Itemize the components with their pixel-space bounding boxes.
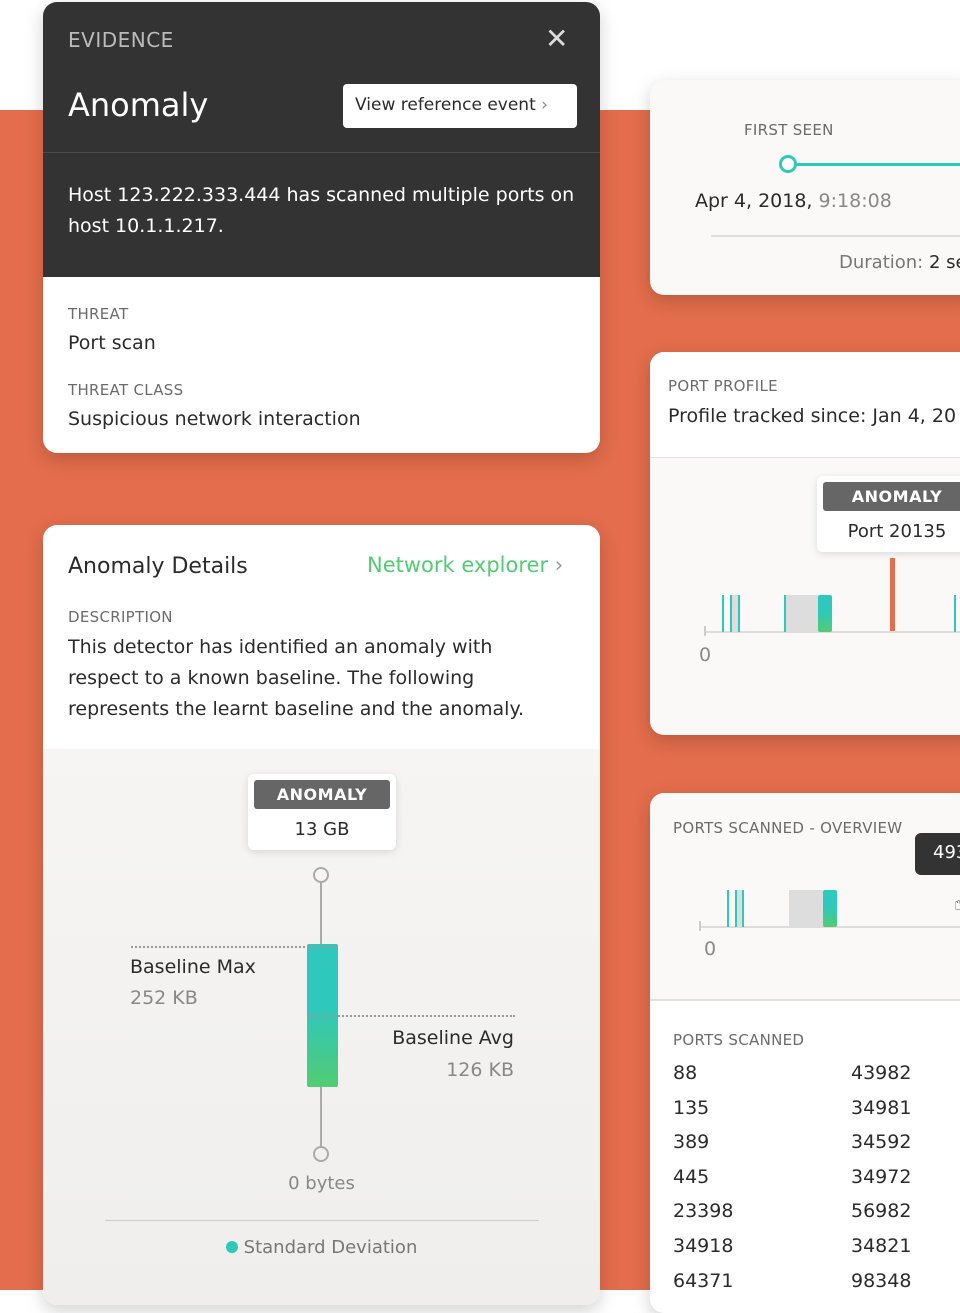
port-item: 43982 (851, 1062, 912, 1084)
port-item: 389 (673, 1131, 710, 1154)
port-profile-header (650, 352, 960, 458)
port-bar (727, 890, 729, 927)
port-item: 34972 (851, 1165, 912, 1188)
chevron-right-icon: › (541, 95, 548, 115)
port-bar (784, 595, 786, 632)
evidence-label: EVIDENCE (68, 28, 174, 52)
duration-label: Duration: (839, 252, 924, 273)
ports-column-2: 43982 34981 34592 34972 56982 34821 9834… (851, 1056, 911, 1298)
anomaly-tag-label: ANOMALY (254, 780, 390, 809)
date: Apr 4, 2018, (695, 190, 813, 212)
baseline-max-label: Baseline Max (130, 956, 256, 978)
network-explorer-link[interactable]: Network explorer › (367, 553, 563, 577)
overview-label: PORTS SCANNED - OVERVIEW (673, 819, 903, 837)
x-axis (699, 926, 960, 928)
ports-column-1: 88 135 389 445 23398 34918 64371 (673, 1056, 733, 1298)
ports-scanned-label: PORTS SCANNED (673, 1031, 805, 1049)
tooltip: 493 (915, 833, 960, 875)
port-item: 34981 (851, 1096, 912, 1119)
anomaly-tag: ANOMALY 13 GB (248, 774, 396, 850)
port-bar (954, 595, 956, 632)
port-item: 98348 (851, 1269, 912, 1292)
port-item: 64371 (673, 1269, 734, 1292)
ports-scanned-card: PORTS SCANNED - OVERVIEW 493 ☝ 0 PORTS S… (650, 793, 960, 1313)
port-item: 34592 (851, 1131, 912, 1154)
port-item: 445 (673, 1165, 710, 1188)
description-text: This detector has identified an anomaly … (68, 636, 525, 720)
button-label: View reference event (355, 95, 536, 115)
threat-class-value: Suspicious network interaction (68, 408, 361, 430)
baseline-max-line (131, 946, 337, 948)
port-bar (738, 595, 740, 632)
evidence-description: Host 123.222.333.444 has scanned multipl… (68, 184, 575, 237)
port-item: 88 (673, 1062, 698, 1084)
threat-value: Port scan (68, 332, 156, 354)
axis-zero-label: 0 (704, 938, 717, 960)
baseline-chart: ANOMALY 13 GB Baseline Max 252 KB Baseli… (43, 749, 600, 1305)
first-seen-label: FIRST SEEN (744, 121, 834, 139)
port-bar (823, 890, 837, 927)
min-label: 0 bytes (288, 1173, 355, 1194)
port-item: 56982 (851, 1200, 912, 1223)
anomaly-details-card: Anomaly Details Network explorer › DESCR… (43, 525, 600, 1305)
port-item: 34821 (851, 1234, 912, 1257)
legend-label: Standard Deviation (243, 1237, 418, 1258)
profile-tracked-since: Profile tracked since: Jan 4, 20 (668, 405, 957, 427)
timeline-start-marker (779, 155, 797, 173)
baseline-range (730, 595, 738, 632)
x-axis (704, 631, 960, 633)
port-bar (735, 890, 737, 927)
baseline-range (784, 595, 818, 632)
anomaly-tag-label: ANOMALY (823, 482, 960, 511)
divider (43, 152, 600, 153)
baseline-avg-value: 126 KB (446, 1059, 514, 1081)
port-bar (730, 595, 732, 632)
anomaly-port: Port 20135 (847, 521, 947, 542)
close-icon[interactable]: ✕ (545, 22, 569, 55)
evidence-title: Anomaly (68, 86, 209, 124)
port-bar (742, 890, 744, 927)
port-profile-label: PORT PROFILE (668, 377, 778, 395)
view-reference-event-button[interactable]: View reference event › (343, 84, 577, 128)
first-seen-card: FIRST SEEN Apr 4, 2018, 9:18:08 Duration… (650, 80, 960, 295)
divider (105, 1220, 539, 1221)
port-item: 23398 (673, 1200, 734, 1223)
baseline-range (789, 890, 823, 927)
legend: Standard Deviation (43, 1237, 600, 1258)
baseline-avg-line (307, 1015, 515, 1017)
axis-tick (699, 921, 701, 931)
port-profile-card: PORT PROFILE Profile tracked since: Jan … (650, 352, 960, 735)
details-title: Anomaly Details (68, 554, 248, 579)
threat-label: THREAT (68, 305, 129, 323)
description-label: DESCRIPTION (68, 608, 173, 626)
evidence-card: EVIDENCE ✕ Anomaly View reference event … (43, 2, 600, 453)
divider (711, 235, 960, 237)
duration: Duration: 2 se (839, 252, 960, 273)
anomaly-port-tag: ANOMALY Port 20135 (817, 476, 960, 552)
baseline-range (735, 890, 743, 927)
duration-value: 2 se (928, 252, 960, 273)
pointer-hand-icon: ☝ (954, 891, 960, 915)
first-seen-date: Apr 4, 2018, 9:18:08 (695, 190, 892, 212)
timeline-line (796, 163, 960, 166)
min-anchor-circle (313, 1146, 329, 1162)
port-item: 135 (673, 1096, 710, 1119)
anomaly-port-marker (890, 558, 895, 632)
anomaly-value: 13 GB (294, 819, 350, 840)
baseline-max-value: 252 KB (130, 987, 198, 1009)
baseline-avg-label: Baseline Avg (392, 1027, 514, 1049)
threat-class-label: THREAT CLASS (68, 381, 184, 399)
port-bar (818, 595, 832, 632)
time: 9:18:08 (818, 190, 892, 212)
legend-dot-icon (225, 1241, 238, 1253)
axis-tick (704, 626, 706, 636)
evidence-header (43, 2, 600, 277)
port-bar (722, 595, 724, 632)
chevron-right-icon: › (554, 553, 564, 577)
axis-zero-label: 0 (699, 644, 712, 666)
link-label: Network explorer (367, 553, 549, 577)
max-anchor-circle (313, 867, 329, 883)
port-item: 34918 (673, 1234, 734, 1257)
